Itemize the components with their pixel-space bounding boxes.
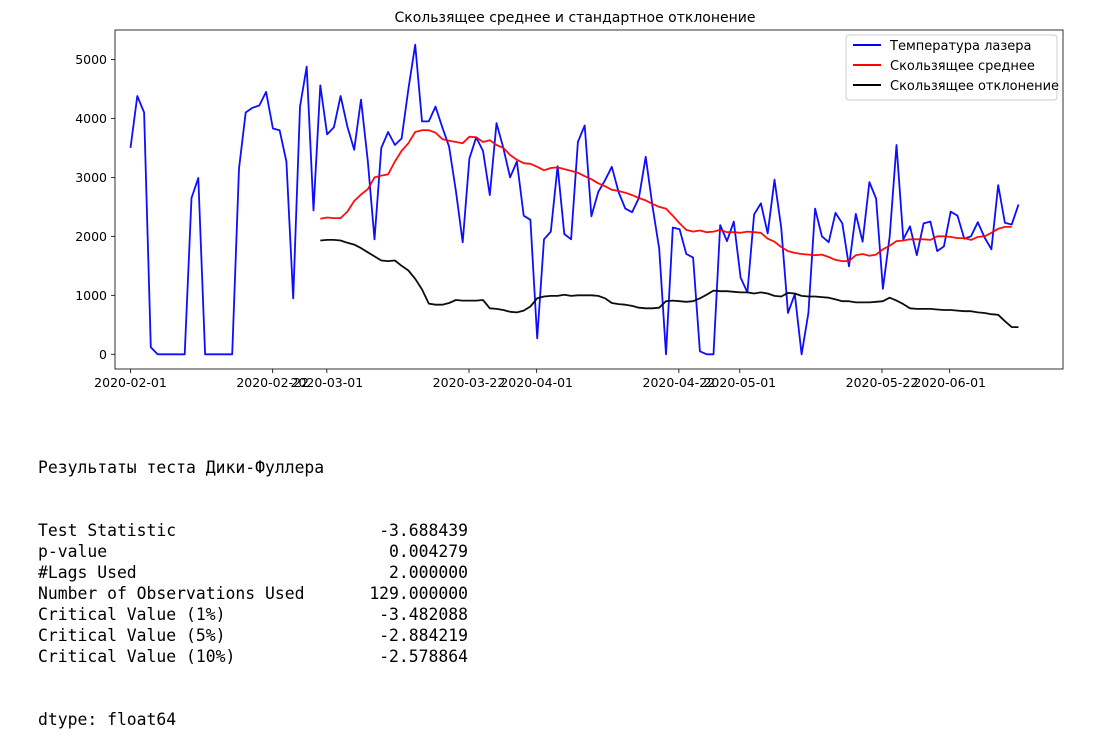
x-tick-label-1: 2020-02-22 [236, 375, 309, 390]
series-line-2 [320, 238, 1019, 329]
x-tick-label-0: 2020-02-01 [94, 375, 167, 390]
x-tick-label-5: 2020-04-22 [643, 375, 716, 390]
output-label: #Lags Used [38, 563, 137, 582]
y-tick-label-5: 5000 [75, 52, 107, 67]
output-row: p-value 0.004279 [38, 541, 468, 562]
output-row: Number of Observations Used 129.000000 [38, 583, 468, 604]
output-value: 2.000000 [389, 563, 468, 582]
y-tick-label-0: 0 [99, 347, 107, 362]
legend: Температура лазера Скользящее среднее Ск… [845, 34, 1059, 101]
rolling-stats-chart: Скользящее среднее и стандартное отклоне… [75, 10, 1064, 390]
y-tick-label-3: 3000 [75, 170, 107, 185]
output-value: -2.884219 [379, 626, 468, 645]
output-value: 0.004279 [389, 542, 468, 561]
output-row: Critical Value (5%) -2.884219 [38, 625, 468, 646]
output-row: Test Statistic -3.688439 [38, 520, 468, 541]
legend-label-0: Температура лазера [889, 39, 1031, 54]
output-row: #Lags Used 2.000000 [38, 562, 468, 583]
y-axis: 0 1000 2000 3000 4000 5000 [75, 52, 115, 362]
y-tick-label-2: 2000 [75, 229, 107, 244]
chart-title: Скользящее среднее и стандартное отклоне… [395, 10, 756, 26]
x-tick-label-6: 2020-05-01 [703, 375, 776, 390]
legend-label-1: Скользящее среднее [890, 59, 1035, 74]
output-row: Critical Value (1%) -3.482088 [38, 604, 468, 625]
series-line-0 [129, 43, 1020, 356]
x-tick-label-2: 2020-03-01 [291, 375, 364, 390]
output-row: Critical Value (10%) -2.578864 [38, 646, 468, 667]
y-tick-label-4: 4000 [75, 111, 107, 126]
adf-test-output: Результаты теста Дики-Фуллера Test Stati… [38, 415, 468, 751]
output-label: Test Statistic [38, 521, 177, 540]
output-value: -3.688439 [379, 521, 468, 540]
legend-label-2: Скользящее отклонение [890, 79, 1059, 94]
y-tick-label-1: 1000 [75, 288, 107, 303]
x-tick-label-8: 2020-06-01 [913, 375, 986, 390]
output-dtype: dtype: float64 [38, 710, 177, 729]
output-label: p-value [38, 542, 108, 561]
output-label: Number of Observations Used [38, 584, 305, 603]
output-value: 129.000000 [369, 584, 468, 603]
series-line-1 [320, 129, 1012, 263]
x-tick-label-4: 2020-04-01 [500, 375, 573, 390]
output-rows: Test Statistic -3.688439 p-value 0.004279 #L… [38, 520, 468, 667]
x-tick-label-7: 2020-05-22 [846, 375, 919, 390]
output-value: -2.578864 [379, 647, 468, 666]
output-label: Critical Value (5%) [38, 626, 226, 645]
series-group [129, 43, 1020, 356]
output-label: Critical Value (1%) [38, 605, 226, 624]
output-header: Результаты теста Дики-Фуллера [38, 458, 325, 477]
x-tick-label-3: 2020-03-22 [433, 375, 506, 390]
output-value: -3.482088 [379, 605, 468, 624]
legend-box [845, 34, 1058, 101]
output-label: Critical Value (10%) [38, 647, 236, 666]
